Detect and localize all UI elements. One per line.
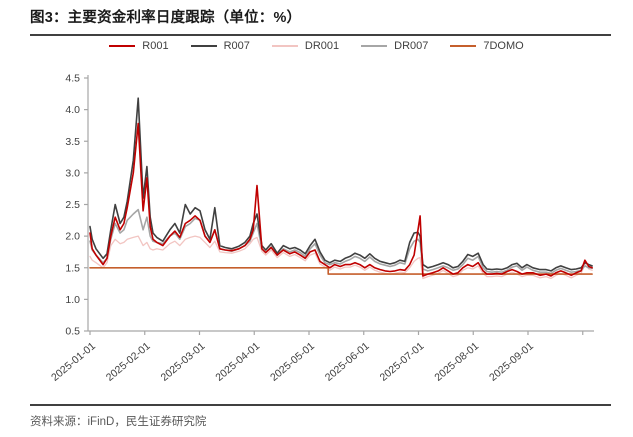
y-tick-label: 1.5 [65,262,80,274]
y-tick-label: 0.5 [65,326,80,338]
legend-item-dr007: DR007 [361,40,428,52]
legend-label-r001: R001 [142,40,169,52]
series-line-r001 [89,122,593,277]
y-tick-label: 1.0 [65,294,80,306]
y-tick-label: 2.0 [65,231,80,243]
x-tick-label: 2025-03-01 [159,340,208,384]
legend-label-7domo: 7DOMO [483,40,524,52]
x-tick-label: 2025-05-01 [268,340,317,384]
x-tick-label: 2025-08-01 [432,340,481,384]
series-line-7domo [89,266,593,275]
series-line-r007 [89,97,593,272]
figure-title-block: 图3：主要资金利率日度跟踪（单位：%） [30,6,611,36]
legend-item-7domo: 7DOMO [450,40,524,52]
series-line-dr007 [89,208,593,275]
source-note: 资料来源：iFinD，民生证券研究院 [30,416,207,428]
legend-swatch-dr007 [361,44,388,48]
x-tick-label: 2025-06-01 [323,340,372,384]
x-tick-label: 2025-01-01 [49,340,98,384]
legend-swatch-r007 [190,44,217,48]
legend-item-r007: R007 [190,40,250,52]
legend-item-r001: R001 [109,40,169,52]
legend-swatch-7domo [450,44,477,48]
y-tick-label: 3.0 [65,167,80,179]
y-tick-label: 4.0 [65,104,80,116]
legend-label-dr001: DR001 [304,40,340,52]
legend-item-dr001: DR001 [271,40,340,52]
legend-swatch-r001 [109,44,136,48]
y-tick-label: 4.5 [65,73,80,85]
figure-title: 图3：主要资金利率日度跟踪（单位：%） [30,10,302,26]
x-tick-label: 2025-09-01 [487,340,536,384]
source-block: 资料来源：iFinD，民生证券研究院 [30,404,611,429]
chart-legend: R001 R007 DR001 DR007 7DOMO [0,40,633,52]
legend-swatch-dr001 [271,44,298,48]
legend-label-r007: R007 [223,40,250,52]
x-tick-label: 2025-02-01 [104,340,153,384]
y-tick-label: 2.5 [65,199,80,211]
legend-label-dr007: DR007 [394,40,429,52]
x-tick-label: 2025-07-01 [378,340,427,384]
y-tick-label: 3.5 [65,136,80,148]
x-tick-label: 2025-04-01 [213,340,262,384]
